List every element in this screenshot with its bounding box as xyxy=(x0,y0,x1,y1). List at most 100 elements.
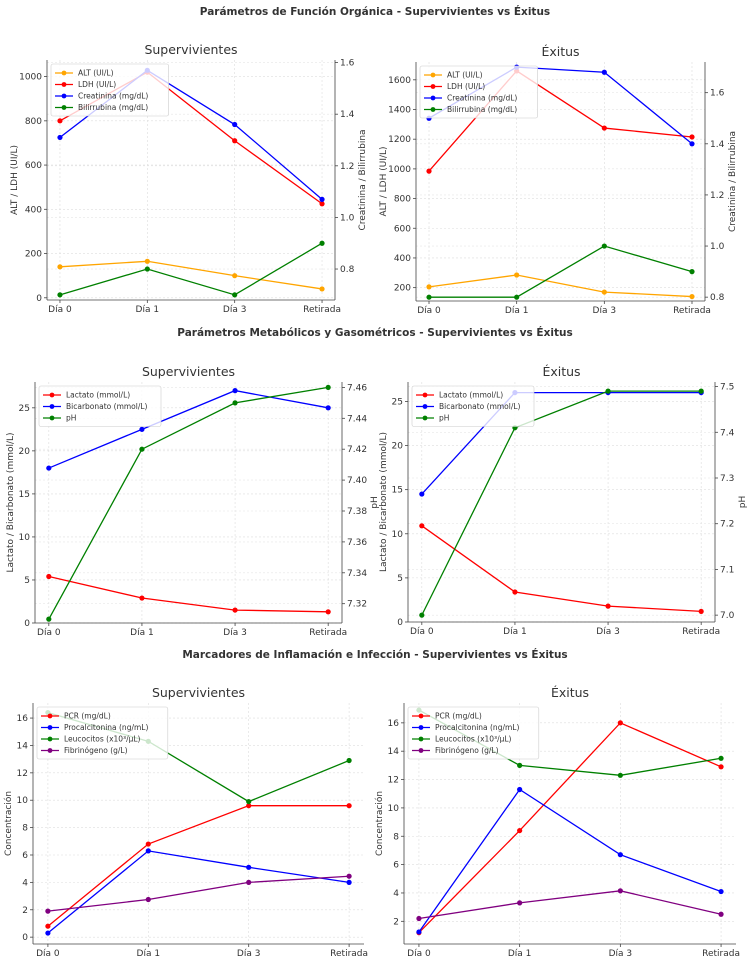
data-point xyxy=(232,607,238,613)
y-tick-label: 8 xyxy=(22,824,28,834)
y-tick-label: 1000 xyxy=(19,73,42,83)
y-axis-label: Concentración xyxy=(374,791,385,856)
y2-axis-label: Creatinina / Bilirrubina xyxy=(358,129,368,230)
legend xyxy=(50,63,169,117)
series-line xyxy=(418,890,722,920)
y2-tick-label: 1.4 xyxy=(340,110,355,120)
legend xyxy=(38,385,162,427)
y-tick-label: 10 xyxy=(388,804,400,814)
data-point xyxy=(514,294,520,300)
y-tick-label: 5 xyxy=(397,574,403,584)
subplot-1: Día 0 Día 1 Día 3 Retirada 200 400 600 800 1000 1… xyxy=(379,44,738,316)
data-point xyxy=(601,125,607,131)
y2-tick-label: 1.0 xyxy=(710,242,725,252)
y2-axis-label: Creatinina / Bilirrubina xyxy=(728,131,738,232)
data-point xyxy=(689,293,695,300)
y-tick-label: 6 xyxy=(22,851,28,861)
legend-marker xyxy=(61,70,67,76)
x-tick-label: Retirada xyxy=(673,306,711,316)
x-tick-label: Día 0 xyxy=(48,305,72,315)
legend-marker xyxy=(47,736,53,742)
data-point xyxy=(319,286,325,292)
y-tick-label: 8 xyxy=(393,832,399,842)
y2-tick-label: 7.4 xyxy=(720,428,735,438)
x-tick-label: Retirada xyxy=(682,627,720,637)
data-point xyxy=(232,292,238,298)
subplot-title: Supervivientes xyxy=(152,685,245,700)
data-point xyxy=(232,273,238,279)
data-point xyxy=(416,929,422,935)
data-point xyxy=(319,201,325,207)
subplot-title: Éxitus xyxy=(551,685,589,700)
data-point xyxy=(601,289,607,295)
data-point xyxy=(689,269,695,275)
y-tick-label: 0 xyxy=(22,933,28,943)
data-point xyxy=(57,292,63,298)
y-tick-label: 16 xyxy=(17,714,29,724)
subplot-title: Supervivientes xyxy=(144,42,237,57)
y-tick-label: 14 xyxy=(388,747,400,757)
legend-marker xyxy=(418,725,424,730)
y-tick-label: 200 xyxy=(25,250,42,260)
series-line xyxy=(47,875,350,912)
legend-marker xyxy=(47,748,53,753)
legend-marker xyxy=(430,84,436,89)
series-line xyxy=(421,391,702,495)
y-tick-label: 0 xyxy=(24,619,30,629)
y2-tick-label: 7.1 xyxy=(720,565,734,575)
data-point xyxy=(232,121,238,128)
data-point xyxy=(517,786,523,793)
legend-label: Leucocitos (x10³/µL) xyxy=(64,735,141,744)
data-point xyxy=(45,923,51,929)
data-point xyxy=(325,405,331,411)
y-tick-label: 800 xyxy=(25,117,42,127)
data-point xyxy=(698,388,704,394)
data-point xyxy=(246,864,252,870)
data-point xyxy=(416,915,422,922)
legend-label: LDH (UI/L) xyxy=(447,82,485,91)
y-tick-label: 400 xyxy=(25,205,42,215)
legend-label: PCR (mg/dL) xyxy=(64,712,111,721)
x-tick-label: Día 0 xyxy=(407,949,431,959)
legend-label: Bicarbonato (mmol/L) xyxy=(66,402,148,411)
data-point xyxy=(46,573,52,580)
series-line xyxy=(418,788,722,933)
y-tick-label: 0 xyxy=(397,618,403,628)
legend-marker xyxy=(418,736,424,742)
legend xyxy=(407,706,540,760)
legend-label: PCR (mg/dL) xyxy=(435,712,482,721)
data-point xyxy=(57,264,63,270)
series-line xyxy=(421,525,702,613)
suptitle-organ-function: Parámetros de Función Orgánica - Supervi… xyxy=(199,6,551,18)
x-tick-label: Día 1 xyxy=(505,306,529,316)
data-point xyxy=(144,266,150,272)
subplot-3: Día 0 Día 1 Día 3 Retirada 0 5 10 15 20 25 7.0 7.1 7… xyxy=(379,364,748,637)
suptitle-metabolic: Parámetros Metabólicos y Gasométricos - … xyxy=(177,327,573,339)
series-line xyxy=(47,805,350,927)
data-point xyxy=(689,134,695,140)
data-point xyxy=(426,294,432,300)
y-tick-label: 400 xyxy=(394,254,411,264)
x-tick-label: Día 1 xyxy=(508,949,532,959)
y2-tick-label: 7.44 xyxy=(347,414,367,424)
y2-tick-label: 7.32 xyxy=(347,600,367,610)
data-point xyxy=(232,400,238,406)
data-point xyxy=(145,848,151,854)
data-point xyxy=(426,284,432,290)
y2-tick-label: 1.4 xyxy=(710,140,725,150)
data-point xyxy=(617,720,623,726)
x-tick-label: Día 3 xyxy=(237,949,261,959)
legend xyxy=(419,65,538,119)
data-point xyxy=(325,609,331,615)
data-point xyxy=(601,69,607,75)
data-point xyxy=(319,240,325,246)
y-tick-label: 800 xyxy=(394,195,411,205)
subplot-title: Éxitus xyxy=(541,44,579,59)
data-point xyxy=(346,873,352,879)
legend-label: Creatinina (mg/dL) xyxy=(78,92,148,101)
data-point xyxy=(144,258,150,264)
y-tick-label: 20 xyxy=(392,442,404,452)
legend-marker xyxy=(47,713,53,719)
data-point xyxy=(512,589,518,595)
